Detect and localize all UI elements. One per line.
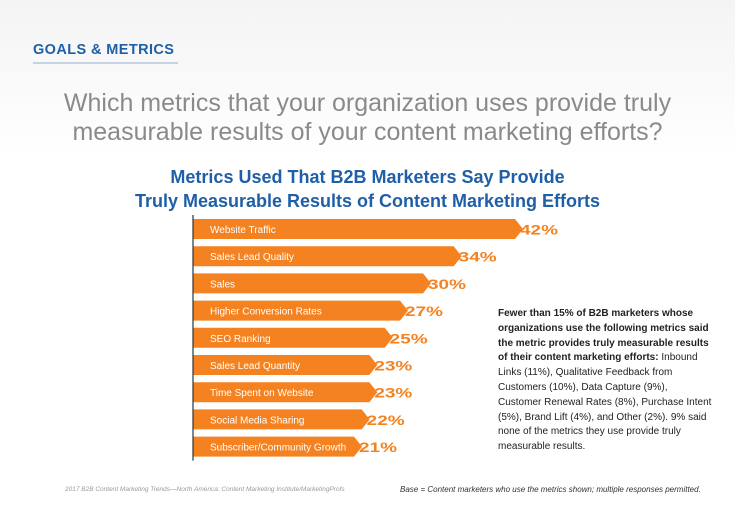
- value-label: 23%: [374, 385, 413, 401]
- category-label: Subscriber/Community Growth: [210, 443, 346, 454]
- category-label: SEO Ranking: [210, 334, 271, 345]
- category-label: Sales Lead Quality: [210, 252, 294, 263]
- footer-source: 2017 B2B Content Marketing Trends—North …: [65, 486, 345, 493]
- sidenote-text: Inbound Links (11%), Qualitative Feedbac…: [498, 352, 712, 453]
- bar: [193, 382, 378, 403]
- category-label: Website Traffic: [210, 225, 276, 236]
- chart-title-line-1: Metrics Used That B2B Marketers Say Prov…: [170, 167, 565, 187]
- bar: [193, 436, 362, 457]
- value-label: 25%: [390, 330, 429, 346]
- sidenote-bold-text: Fewer than 15% of B2B marketers whose or…: [498, 308, 709, 364]
- category-label: Higher Conversion Rates: [210, 307, 322, 318]
- sidenote: Fewer than 15% of B2B marketers whose or…: [498, 307, 713, 455]
- question-line-1: Which metrics that your organization use…: [63, 89, 672, 117]
- survey-question: Which metrics that your organization use…: [0, 89, 735, 147]
- category-label: Sales Lead Quantity: [210, 361, 300, 372]
- category-label: Time Spent on Website: [210, 388, 314, 399]
- section-label: GOALS & METRICS: [33, 42, 175, 58]
- bar: [193, 273, 431, 294]
- category-label: Sales: [210, 279, 235, 290]
- bar: [193, 219, 523, 239]
- bar: [193, 246, 462, 267]
- footer-base-note: Base = Content marketers who use the met…: [400, 485, 701, 494]
- bar: [193, 327, 393, 348]
- bar: [193, 300, 408, 321]
- value-label: 21%: [359, 439, 398, 455]
- section-divider: [33, 62, 178, 64]
- value-label: 34%: [459, 249, 498, 265]
- value-label: 27%: [405, 303, 444, 319]
- value-label: 42%: [520, 222, 559, 238]
- question-line-2: measurable results of your content marke…: [72, 118, 663, 146]
- chart-title: Metrics Used That B2B Marketers Say Prov…: [0, 165, 735, 213]
- value-label: 23%: [374, 358, 413, 374]
- bar: [193, 409, 370, 430]
- value-label: 30%: [428, 276, 467, 292]
- bar: [193, 355, 378, 375]
- chart-title-line-2: Truly Measurable Results of Content Mark…: [134, 191, 601, 211]
- category-label: Social Media Sharing: [210, 415, 305, 426]
- value-label: 22%: [367, 412, 406, 428]
